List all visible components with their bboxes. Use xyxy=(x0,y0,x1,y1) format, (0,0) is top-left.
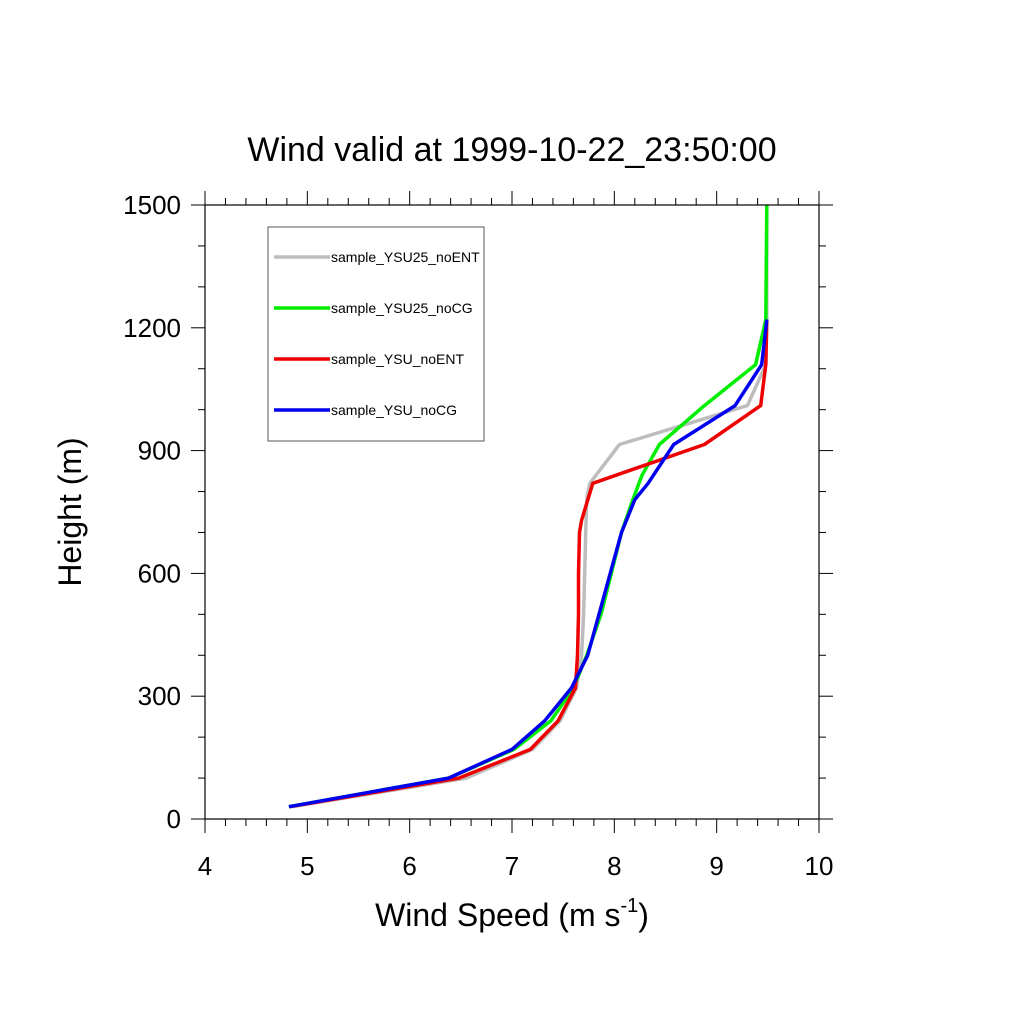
y-tick-label: 300 xyxy=(138,681,181,711)
legend-label: sample_YSU_noCG xyxy=(331,402,457,418)
y-tick-label: 0 xyxy=(167,804,181,834)
x-tick-label: 6 xyxy=(402,851,416,881)
series-line-sample_YSU_noCG xyxy=(288,319,769,809)
legend-label: sample_YSU25_noCG xyxy=(331,300,473,316)
y-tick-label: 1200 xyxy=(123,313,181,343)
ticks-layer: 4 5 6 7 8 9 10 0 300 600 900 1200 1500 xyxy=(123,190,833,881)
series-line-sample_YSU_noENT xyxy=(289,319,769,809)
y-axis-label: Height (m) xyxy=(52,437,88,586)
chart-title: Wind valid at 1999-10-22_23:50:00 xyxy=(247,131,776,169)
legend-label: sample_YSU_noENT xyxy=(331,351,465,367)
y-tick-label: 900 xyxy=(138,436,181,466)
legend: sample_YSU25_noENT sample_YSU25_noCGsampl… xyxy=(267,226,485,442)
y-tick-label: 600 xyxy=(138,558,181,588)
legend-label: sample_YSU25_noENT xyxy=(331,249,480,265)
legend-box xyxy=(267,226,485,442)
x-axis-label: Wind Speed (m s-1) xyxy=(375,895,649,933)
x-tick-label: 10 xyxy=(805,851,834,881)
x-tick-label: 5 xyxy=(300,851,314,881)
x-tick-label: 7 xyxy=(505,851,519,881)
series-layer xyxy=(288,204,769,809)
x-tick-label: 4 xyxy=(198,851,212,881)
y-tick-label: 1500 xyxy=(123,190,181,220)
x-tick-label: 8 xyxy=(607,851,621,881)
x-tick-label: 9 xyxy=(709,851,723,881)
